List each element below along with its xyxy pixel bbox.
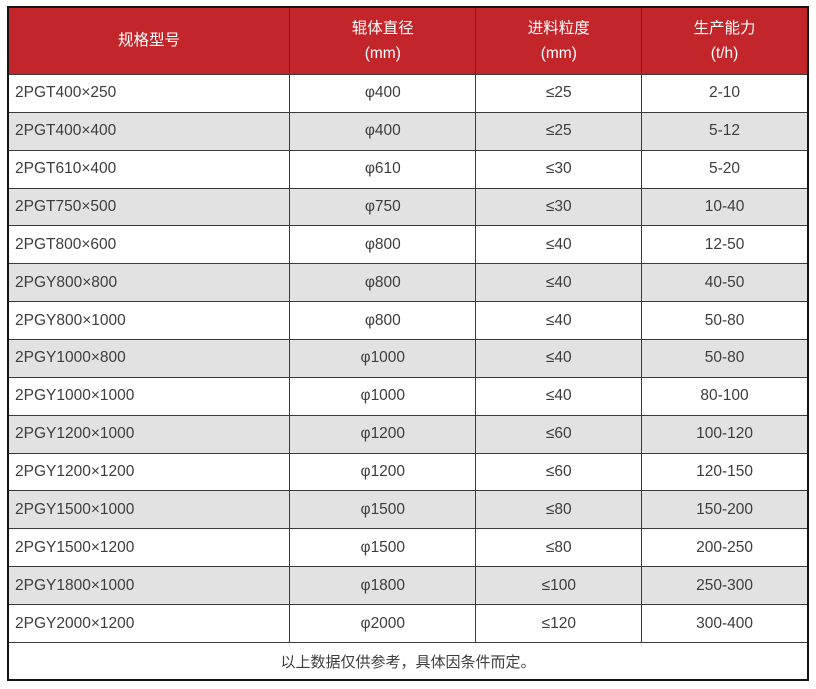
feed-size-cell: ≤120 (475, 604, 643, 643)
capacity-cell: 40-50 (641, 263, 809, 303)
model-cell: 2PGT400×250 (7, 74, 291, 113)
roller-diameter-cell: φ400 (289, 74, 477, 113)
capacity-cell: 300-400 (641, 604, 809, 643)
capacity-cell: 250-300 (641, 566, 809, 606)
roller-diameter-cell: φ1200 (289, 452, 477, 492)
roller-diameter-cell: φ800 (289, 263, 477, 303)
feed-size-cell: ≤60 (475, 414, 643, 454)
model-cell: 2PGT610×400 (7, 149, 291, 189)
model-cell: 2PGY1000×1000 (7, 376, 291, 416)
spec-row: 2PGT400×400 φ400 ≤25 5-12 (7, 111, 809, 151)
header-roller-diameter: 辊体直径 (mm) (289, 6, 477, 75)
header-capacity: 生产能力 (t/h) (641, 6, 809, 75)
model-cell: 2PGT800×600 (7, 225, 291, 265)
spec-row: 2PGT800×600 φ800 ≤40 12-50 (7, 225, 809, 265)
spec-row: 2PGY1000×800 φ1000 ≤40 50-80 (7, 339, 809, 378)
roller-diameter-cell: φ610 (289, 149, 477, 189)
feed-size-cell: ≤60 (475, 452, 643, 492)
roller-diameter-cell: φ1000 (289, 376, 477, 416)
capacity-cell: 12-50 (641, 225, 809, 265)
feed-size-cell: ≤40 (475, 376, 643, 416)
roller-diameter-cell: φ800 (289, 301, 477, 341)
feed-size-cell: ≤30 (475, 149, 643, 189)
feed-size-cell: ≤25 (475, 74, 643, 113)
spec-row: 2PGT750×500 φ750 ≤30 10-40 (7, 187, 809, 227)
model-cell: 2PGY800×800 (7, 263, 291, 303)
feed-size-cell: ≤80 (475, 528, 643, 568)
capacity-cell: 100-120 (641, 414, 809, 454)
spec-row: 2PGY800×800 φ800 ≤40 40-50 (7, 263, 809, 303)
header-model: 规格型号 (7, 6, 291, 75)
feed-size-cell: ≤25 (475, 111, 643, 151)
spec-row: 2PGY2000×1200 φ2000 ≤120 300-400 (7, 604, 809, 643)
roller-diameter-cell: φ1800 (289, 566, 477, 606)
capacity-cell: 10-40 (641, 187, 809, 227)
capacity-cell: 2-10 (641, 74, 809, 113)
header-roller-diameter-title: 辊体直径 (351, 20, 414, 37)
roller-diameter-cell: φ400 (289, 111, 477, 151)
header-feed-size: 进料粒度 (mm) (475, 6, 643, 75)
spec-row: 2PGY1200×1000 φ1200 ≤60 100-120 (7, 414, 809, 454)
roller-diameter-cell: φ1500 (289, 528, 477, 568)
spec-row: 2PGY800×1000 φ800 ≤40 50-80 (7, 301, 809, 341)
capacity-cell: 50-80 (641, 301, 809, 341)
header-row: 规格型号 辊体直径 (mm) 进料粒度 (mm) (7, 6, 809, 75)
capacity-cell: 5-20 (641, 149, 809, 189)
model-cell: 2PGY2000×1200 (7, 604, 291, 643)
roller-diameter-cell: φ1200 (289, 414, 477, 454)
capacity-cell: 120-150 (641, 452, 809, 492)
model-cell: 2PGY1500×1000 (7, 490, 291, 530)
feed-size-cell: ≤40 (475, 339, 643, 378)
header-capacity-unit: (t/h) (710, 44, 739, 62)
header-capacity-title: 生产能力 (693, 20, 756, 37)
spec-row: 2PGY1000×1000 φ1000 ≤40 80-100 (7, 376, 809, 416)
capacity-cell: 5-12 (641, 111, 809, 151)
feed-size-cell: ≤100 (475, 566, 643, 606)
roller-diameter-cell: φ750 (289, 187, 477, 227)
roller-diameter-cell: φ1500 (289, 490, 477, 530)
model-cell: 2PGY1000×800 (7, 339, 291, 378)
spec-row: 2PGY1200×1200 φ1200 ≤60 120-150 (7, 452, 809, 492)
roller-diameter-cell: φ1000 (289, 339, 477, 378)
footer-note: 以上数据仅供参考，具体因条件而定。 (7, 642, 809, 681)
model-cell: 2PGY1200×1200 (7, 452, 291, 492)
feed-size-cell: ≤40 (475, 263, 643, 303)
capacity-cell: 50-80 (641, 339, 809, 378)
spec-row: 2PGY1500×1200 φ1500 ≤80 200-250 (7, 528, 809, 568)
spec-row: 2PGT610×400 φ610 ≤30 5-20 (7, 149, 809, 189)
footer-row: 以上数据仅供参考，具体因条件而定。 (7, 642, 809, 681)
feed-size-cell: ≤30 (475, 187, 643, 227)
capacity-cell: 80-100 (641, 376, 809, 416)
header-model-title: 规格型号 (118, 32, 181, 50)
roller-diameter-cell: φ800 (289, 225, 477, 265)
capacity-cell: 150-200 (641, 490, 809, 530)
spec-row: 2PGT400×250 φ400 ≤25 2-10 (7, 74, 809, 113)
spec-row: 2PGY1800×1000 φ1800 ≤100 250-300 (7, 566, 809, 606)
model-cell: 2PGY1500×1200 (7, 528, 291, 568)
model-cell: 2PGY800×1000 (7, 301, 291, 341)
header-roller-diameter-unit: (mm) (364, 44, 401, 62)
model-cell: 2PGY1800×1000 (7, 566, 291, 606)
header-feed-size-unit: (mm) (540, 44, 577, 62)
spec-table: 规格型号 辊体直径 (mm) 进料粒度 (mm) (7, 6, 809, 681)
capacity-cell: 200-250 (641, 528, 809, 568)
header-feed-size-title: 进料粒度 (527, 20, 590, 37)
model-cell: 2PGT750×500 (7, 187, 291, 227)
roller-diameter-cell: φ2000 (289, 604, 477, 643)
model-cell: 2PGY1200×1000 (7, 414, 291, 454)
model-cell: 2PGT400×400 (7, 111, 291, 151)
feed-size-cell: ≤40 (475, 301, 643, 341)
spec-row: 2PGY1500×1000 φ1500 ≤80 150-200 (7, 490, 809, 530)
feed-size-cell: ≤80 (475, 490, 643, 530)
feed-size-cell: ≤40 (475, 225, 643, 265)
